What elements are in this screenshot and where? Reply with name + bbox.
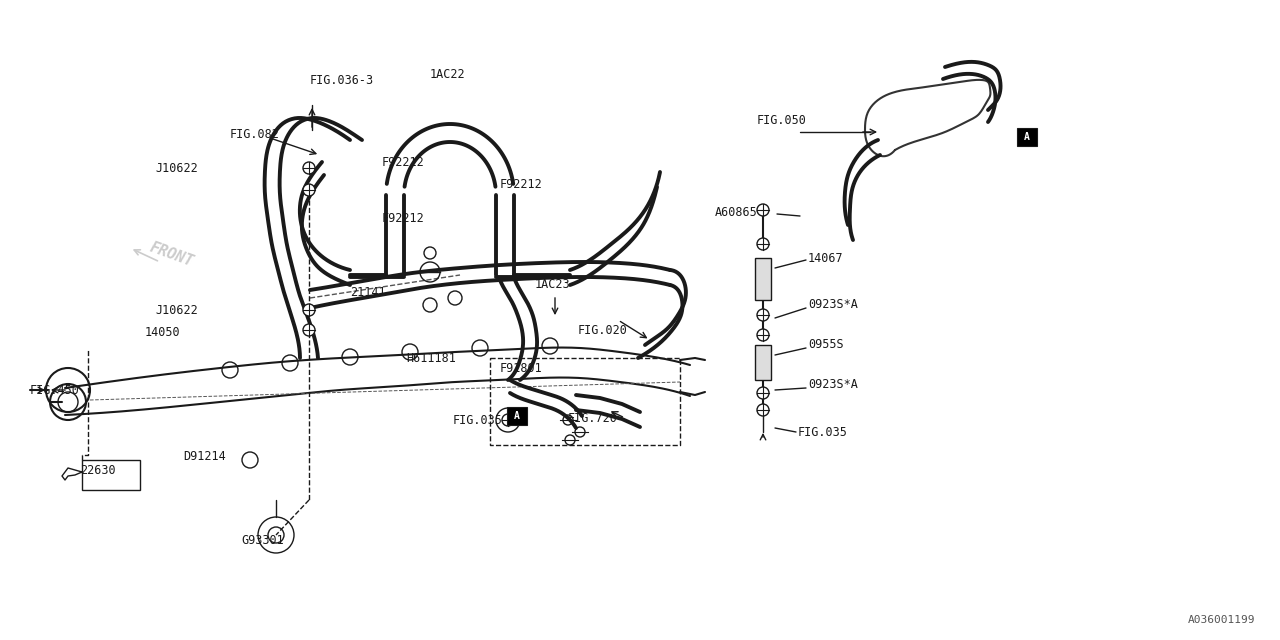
Text: 0923S*A: 0923S*A bbox=[808, 298, 858, 312]
Text: 22630: 22630 bbox=[79, 463, 115, 477]
Text: F91801: F91801 bbox=[500, 362, 543, 374]
Circle shape bbox=[756, 309, 769, 321]
Text: 14067: 14067 bbox=[808, 252, 844, 264]
Bar bbox=[755, 258, 771, 300]
Text: F92212: F92212 bbox=[381, 156, 425, 168]
Text: FIG.020: FIG.020 bbox=[579, 323, 628, 337]
Text: A60865: A60865 bbox=[716, 207, 758, 220]
Text: F92212: F92212 bbox=[381, 211, 425, 225]
Text: 1AC22: 1AC22 bbox=[430, 68, 466, 81]
Text: G93301: G93301 bbox=[242, 534, 284, 547]
Text: 21141: 21141 bbox=[349, 285, 385, 298]
Circle shape bbox=[756, 404, 769, 416]
Text: FIG.050: FIG.050 bbox=[756, 113, 806, 127]
Text: FIG.450: FIG.450 bbox=[29, 383, 79, 397]
Text: 0955S: 0955S bbox=[808, 339, 844, 351]
Text: FIG.720: FIG.720 bbox=[568, 412, 618, 424]
Text: A: A bbox=[1024, 132, 1030, 142]
Bar bbox=[507, 407, 527, 425]
Circle shape bbox=[756, 387, 769, 399]
Text: F92212: F92212 bbox=[500, 179, 543, 191]
Text: FIG.036-3: FIG.036-3 bbox=[310, 74, 374, 86]
Text: 1AC23: 1AC23 bbox=[535, 278, 571, 291]
Circle shape bbox=[303, 324, 315, 336]
Text: FIG.082: FIG.082 bbox=[230, 129, 280, 141]
Circle shape bbox=[502, 414, 515, 426]
Circle shape bbox=[303, 162, 315, 174]
Text: FIG.035: FIG.035 bbox=[453, 413, 503, 426]
Bar bbox=[1018, 128, 1037, 146]
Text: A: A bbox=[515, 411, 520, 421]
Bar bbox=[82, 460, 140, 490]
Circle shape bbox=[303, 304, 315, 316]
Text: FIG.035: FIG.035 bbox=[797, 426, 847, 438]
Text: H611181: H611181 bbox=[406, 351, 456, 365]
Circle shape bbox=[303, 184, 315, 196]
Circle shape bbox=[756, 238, 769, 250]
Text: 14050: 14050 bbox=[145, 326, 180, 339]
Text: J10622: J10622 bbox=[155, 161, 197, 175]
Text: FRONT: FRONT bbox=[148, 240, 196, 270]
Text: 0923S*A: 0923S*A bbox=[808, 378, 858, 392]
Text: D91214: D91214 bbox=[183, 449, 225, 463]
Text: A036001199: A036001199 bbox=[1188, 615, 1254, 625]
Text: J10622: J10622 bbox=[155, 303, 197, 317]
Circle shape bbox=[756, 329, 769, 341]
Circle shape bbox=[756, 204, 769, 216]
Bar bbox=[755, 345, 771, 380]
